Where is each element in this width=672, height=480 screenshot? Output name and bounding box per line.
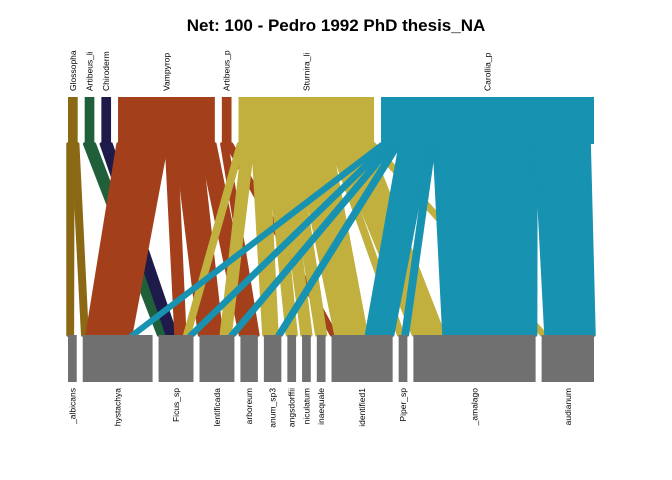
lower-bar-hystachya <box>82 335 153 382</box>
higher-level-bars <box>68 97 594 144</box>
lower-bar-arboreum <box>240 335 258 382</box>
lower-label-lentificada: lentificada <box>212 388 222 427</box>
link-carollia-p-to-audianum <box>534 142 596 337</box>
chart-title: Net: 100 - Pedro 1992 PhD thesis_NA <box>187 16 486 35</box>
higher-bar-artibeus-li <box>84 97 95 144</box>
higher-bar-chiroderm <box>101 97 112 144</box>
higher-label-glossopha: Glossopha <box>68 50 78 91</box>
lower-label-ficus-sp: Ficus_sp <box>171 388 181 422</box>
higher-bar-vampyrop <box>118 97 215 144</box>
lower-label-audianum: audianum <box>563 388 573 425</box>
lower-bar-audianum <box>541 335 594 382</box>
higher-bar-sturnira-li <box>238 97 375 144</box>
higher-bar-carollia-p <box>381 97 594 144</box>
lower-bar-niculatum <box>302 335 311 382</box>
lower-bar-albicans <box>68 335 77 382</box>
lower-label-arboreum: arboreum <box>244 388 254 424</box>
lower-label-inaequale: inaequale <box>316 388 326 425</box>
link-glossopha-to-hystachya <box>71 142 89 337</box>
higher-label-carollia-p: Carollia_p <box>483 52 493 91</box>
lower-level-labels: _albicans hystachya Ficus_sp lentificada arb… <box>67 388 572 428</box>
lower-bar-ficus-sp <box>158 335 194 382</box>
lower-label-amalago: _amalago <box>470 388 480 427</box>
lower-bar-identified1 <box>331 335 393 382</box>
higher-label-artibeus-p: Artibeus_p <box>222 50 232 91</box>
lower-bar-angsdorffii <box>287 335 297 382</box>
link-glossopha-to-albicans <box>66 142 75 337</box>
lower-label-angsdorffii: angsdorffii <box>287 388 297 427</box>
lower-bar-amalago <box>413 335 536 382</box>
higher-bar-glossopha <box>68 97 78 144</box>
lower-label-identified1: identified1 <box>357 388 367 427</box>
lower-bar-inaequale <box>316 335 326 382</box>
lower-label-piper-sp: Piper_sp <box>398 388 408 422</box>
higher-label-chiroderm: Chiroderm <box>101 51 111 91</box>
higher-label-vampyrop: Vampyrop <box>161 53 171 91</box>
higher-label-sturnira-li: Sturnira_li <box>301 53 311 91</box>
lower-bar-anum-sp3 <box>263 335 282 382</box>
higher-level-labels: Glossopha Artibeus_li Chiroderm Vampyrop Art… <box>68 50 493 91</box>
lower-level-bars <box>68 335 594 382</box>
lower-bar-piper-sp <box>398 335 408 382</box>
lower-label-hystachya: hystachya <box>113 388 123 427</box>
lower-label-anum-sp3: anum_sp3 <box>268 388 278 428</box>
lower-label-niculatum: niculatum <box>301 388 311 424</box>
lower-label-albicans: _albicans <box>67 388 77 425</box>
higher-label-artibeus-li: Artibeus_li <box>85 51 95 91</box>
link-carollia-p-to-amalago <box>432 142 538 337</box>
lower-bar-lentificada <box>199 335 235 382</box>
links-layer <box>66 142 596 337</box>
higher-bar-artibeus-p <box>221 97 232 144</box>
